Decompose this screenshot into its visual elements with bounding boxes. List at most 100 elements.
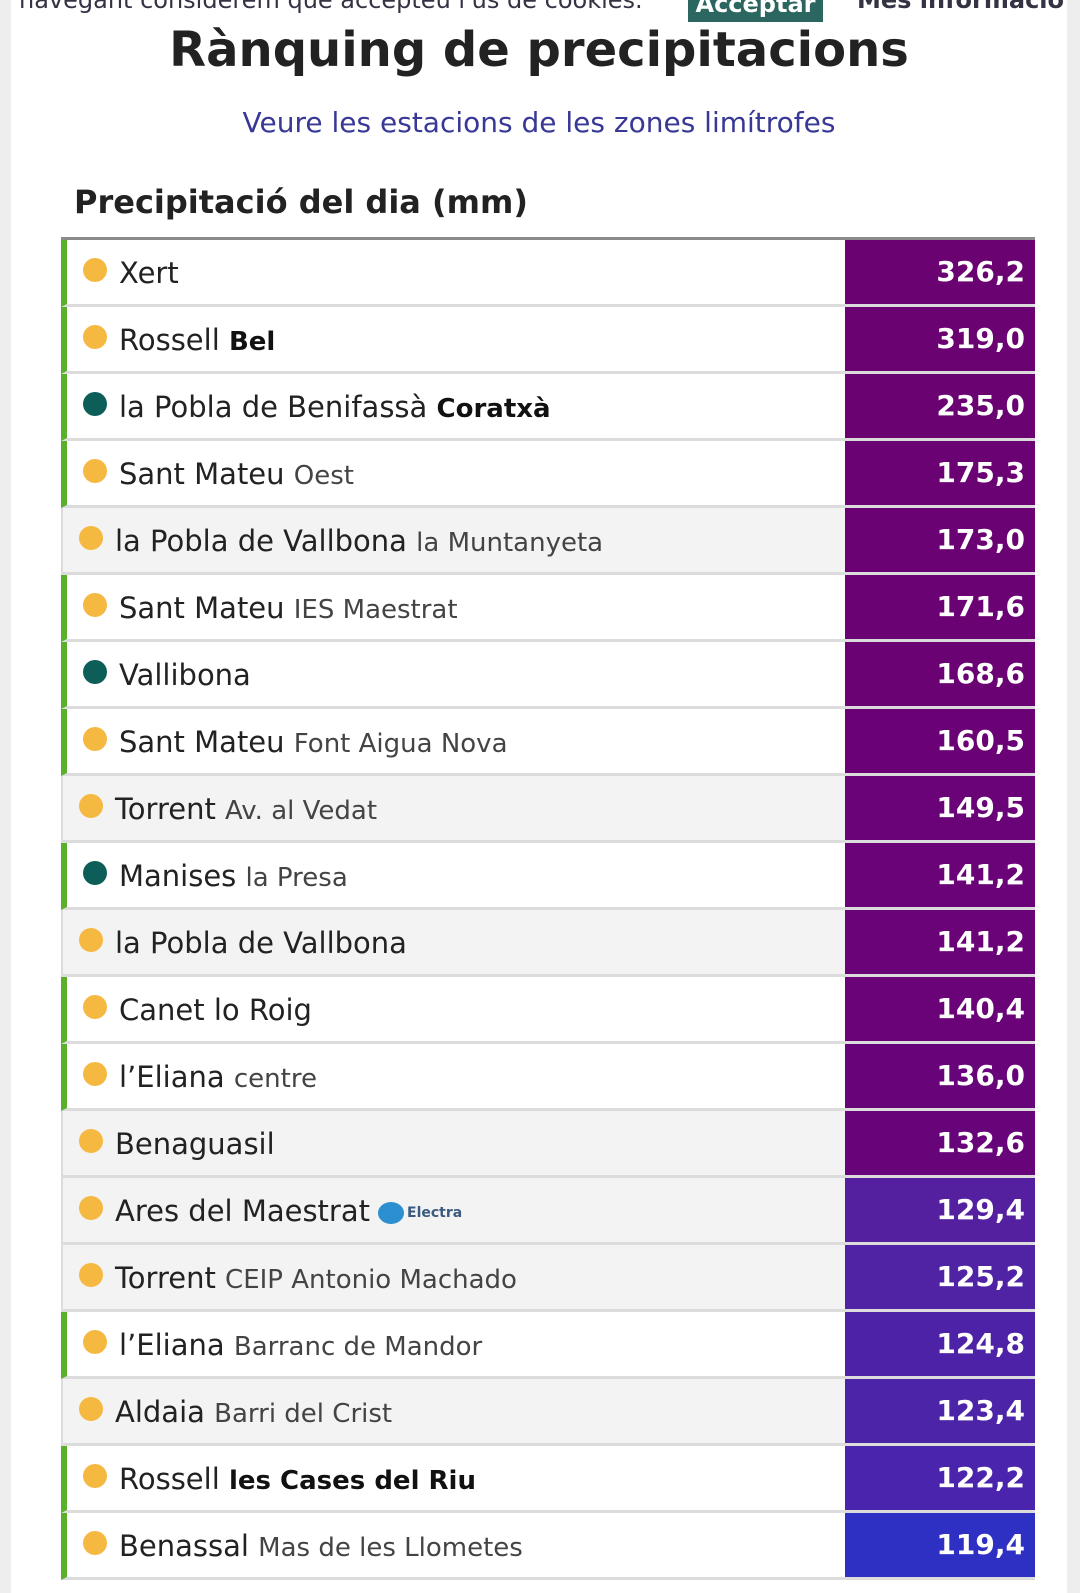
station-row[interactable]: la Pobla de Benifassà Coratxà 235,0 <box>61 374 1035 441</box>
precipitation-value: 171,6 <box>845 575 1035 639</box>
station-dot <box>83 593 107 617</box>
station-dot <box>79 1397 103 1421</box>
station-dot <box>83 660 107 684</box>
station-row[interactable]: Manises la Presa 141,2 <box>61 843 1035 910</box>
station-name: Torrent <box>115 1261 216 1295</box>
station-subname: la Muntanyeta <box>416 528 604 558</box>
station-name: Ares del Maestrat <box>115 1194 370 1228</box>
station-dot <box>79 928 103 952</box>
station-label: Benaguasil <box>115 1127 275 1161</box>
station-name: la Pobla de Vallbona <box>115 926 407 960</box>
station-name: Torrent <box>115 792 216 826</box>
station-label: la Pobla de Vallbona la Muntanyeta <box>115 524 603 558</box>
station-dot <box>79 794 103 818</box>
station-subname: Barranc de Mandor <box>233 1332 483 1362</box>
station-name: Rossell <box>119 1462 220 1496</box>
station-name: l’Eliana <box>119 1060 225 1094</box>
station-dot <box>83 995 107 1019</box>
more-info-link[interactable]: Més informació <box>857 0 1065 14</box>
station-row[interactable]: Rossell les Cases del Riu 122,2 <box>61 1446 1035 1513</box>
ranking-table: Xert 326,2 Rossell Bel 319,0 la Pobla de Ben… <box>61 237 1035 1580</box>
station-label: Vallibona <box>119 658 251 692</box>
station-label: Benassal Mas de les Llometes <box>119 1529 523 1563</box>
station-row[interactable]: Aldaia Barri del Crist 123,4 <box>61 1379 1035 1446</box>
station-label: l’Eliana Barranc de Mandor <box>119 1328 482 1362</box>
station-subname: centre <box>233 1064 317 1094</box>
logo-icon <box>378 1202 404 1224</box>
station-name: l’Eliana <box>119 1328 225 1362</box>
station-row[interactable]: Vallibona 168,6 <box>61 642 1035 709</box>
station-row[interactable]: l’Eliana centre 136,0 <box>61 1044 1035 1111</box>
station-row[interactable]: Sant Mateu Font Aigua Nova 160,5 <box>61 709 1035 776</box>
station-name: Sant Mateu <box>119 457 285 491</box>
station-label: Aldaia Barri del Crist <box>115 1395 392 1429</box>
station-label: l’Eliana centre <box>119 1060 317 1094</box>
station-subname: Mas de les Llometes <box>258 1533 523 1563</box>
cookie-bar: navegant considerem que accepteu l'ús de… <box>11 0 1067 22</box>
precipitation-value: 160,5 <box>845 709 1035 773</box>
station-label: Torrent CEIP Antonio Machado <box>115 1261 517 1295</box>
station-name: Sant Mateu <box>119 725 285 759</box>
station-dot <box>83 1062 107 1086</box>
station-row[interactable]: Benassal Mas de les Llometes 119,4 <box>61 1513 1035 1580</box>
station-subname: IES Maestrat <box>293 595 458 625</box>
station-row[interactable]: Sant Mateu Oest 175,3 <box>61 441 1035 508</box>
station-subname: Coratxà <box>436 394 551 424</box>
station-label: Sant Mateu Font Aigua Nova <box>119 725 508 759</box>
nearby-link[interactable]: Veure les estacions de les zones limítro… <box>242 106 836 139</box>
precipitation-value: 168,6 <box>845 642 1035 706</box>
station-subname: Barri del Crist <box>214 1399 393 1429</box>
station-subname: Av. al Vedat <box>225 796 378 826</box>
station-row[interactable]: Rossell Bel 319,0 <box>61 307 1035 374</box>
station-name: Aldaia <box>115 1395 205 1429</box>
station-label: Sant Mateu Oest <box>119 457 354 491</box>
station-dot <box>83 861 107 885</box>
station-row[interactable]: Sant Mateu IES Maestrat 171,6 <box>61 575 1035 642</box>
station-row[interactable]: Xert 326,2 <box>61 240 1035 307</box>
precipitation-value: 235,0 <box>845 374 1035 438</box>
station-label: Torrent Av. al Vedat <box>115 792 377 826</box>
station-label: Manises la Presa <box>119 859 348 893</box>
precipitation-value: 175,3 <box>845 441 1035 505</box>
station-dot <box>83 1330 107 1354</box>
precipitation-value: 136,0 <box>845 1044 1035 1108</box>
station-dot <box>83 392 107 416</box>
station-row[interactable]: Benaguasil 132,6 <box>61 1111 1035 1178</box>
station-label: la Pobla de Vallbona <box>115 926 407 960</box>
precipitation-value: 149,5 <box>845 776 1035 840</box>
station-subname: Font Aigua Nova <box>293 729 508 759</box>
page-title: Rànquing de precipitacions <box>169 22 909 78</box>
station-dot <box>79 1129 103 1153</box>
station-logo: Electra <box>378 1202 462 1224</box>
precipitation-value: 132,6 <box>845 1111 1035 1175</box>
section-title: Precipitació del dia (mm) <box>74 183 528 221</box>
logo-text: Electra <box>407 1205 463 1221</box>
station-row[interactable]: Canet lo Roig 140,4 <box>61 977 1035 1044</box>
station-row[interactable]: la Pobla de Vallbona la Muntanyeta 173,0 <box>61 508 1035 575</box>
precipitation-value: 141,2 <box>845 843 1035 907</box>
station-row[interactable]: Ares del Maestrat Electra 129,4 <box>61 1178 1035 1245</box>
station-row[interactable]: l’Eliana Barranc de Mandor 124,8 <box>61 1312 1035 1379</box>
station-row[interactable]: Torrent Av. al Vedat 149,5 <box>61 776 1035 843</box>
precipitation-value: 122,2 <box>845 1446 1035 1510</box>
station-label: Canet lo Roig <box>119 993 312 1027</box>
station-name: Xert <box>119 256 179 290</box>
station-subname: Oest <box>293 461 354 491</box>
station-label: Ares del Maestrat Electra <box>115 1194 462 1228</box>
precipitation-value: 173,0 <box>845 508 1035 572</box>
station-dot <box>79 1263 103 1287</box>
accept-button[interactable]: Acceptar <box>688 0 823 22</box>
station-name: la Pobla de Benifassà <box>119 390 428 424</box>
precipitation-value: 326,2 <box>845 240 1035 304</box>
station-row[interactable]: Torrent CEIP Antonio Machado 125,2 <box>61 1245 1035 1312</box>
station-row[interactable]: la Pobla de Vallbona 141,2 <box>61 910 1035 977</box>
station-subname: CEIP Antonio Machado <box>225 1265 517 1295</box>
station-dot <box>83 258 107 282</box>
station-dot <box>83 459 107 483</box>
precipitation-value: 140,4 <box>845 977 1035 1041</box>
station-subname: Bel <box>228 327 276 357</box>
precipitation-value: 123,4 <box>845 1379 1035 1443</box>
station-name: la Pobla de Vallbona <box>115 524 407 558</box>
page: navegant considerem que accepteu l'ús de… <box>11 0 1067 1593</box>
